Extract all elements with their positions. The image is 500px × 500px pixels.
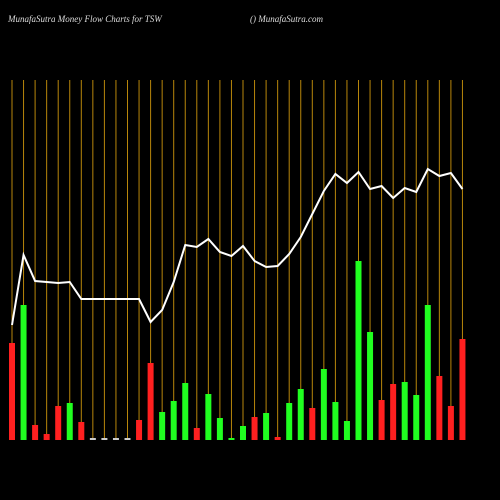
bar — [367, 332, 374, 440]
bar — [240, 426, 246, 440]
bar — [424, 305, 431, 440]
bar — [286, 403, 293, 440]
bar — [55, 406, 62, 440]
bar — [147, 363, 154, 440]
bar — [447, 406, 454, 440]
bar — [89, 438, 96, 440]
bar — [459, 339, 466, 440]
bar — [378, 400, 385, 440]
bar — [263, 413, 270, 440]
bar — [343, 421, 350, 440]
bar — [401, 382, 408, 440]
bar — [216, 418, 223, 440]
bar — [124, 438, 131, 440]
bar — [390, 384, 397, 440]
bar — [251, 417, 258, 440]
bar — [228, 438, 235, 440]
chart-title: MunafaSutra Money Flow Charts for TSW — [7, 14, 163, 24]
bar — [332, 402, 339, 440]
bar — [182, 383, 189, 440]
bar — [66, 403, 73, 440]
bar — [170, 401, 177, 440]
bar — [309, 408, 316, 440]
bar — [9, 343, 15, 440]
chart-subtitle: () MunafaSutra.com — [250, 14, 323, 24]
bar — [159, 412, 166, 440]
bar — [101, 438, 108, 440]
bar — [193, 428, 200, 440]
bar — [32, 425, 39, 440]
bar — [20, 305, 27, 440]
bar — [78, 422, 85, 440]
bar — [136, 420, 143, 440]
bar — [205, 394, 212, 440]
bar — [274, 437, 281, 440]
bar — [43, 434, 50, 440]
bar — [436, 376, 443, 440]
price-line — [11, 167, 464, 326]
bar — [297, 389, 304, 440]
bar — [413, 395, 420, 440]
bar — [355, 261, 362, 440]
bar — [112, 438, 119, 440]
bar — [320, 369, 327, 440]
